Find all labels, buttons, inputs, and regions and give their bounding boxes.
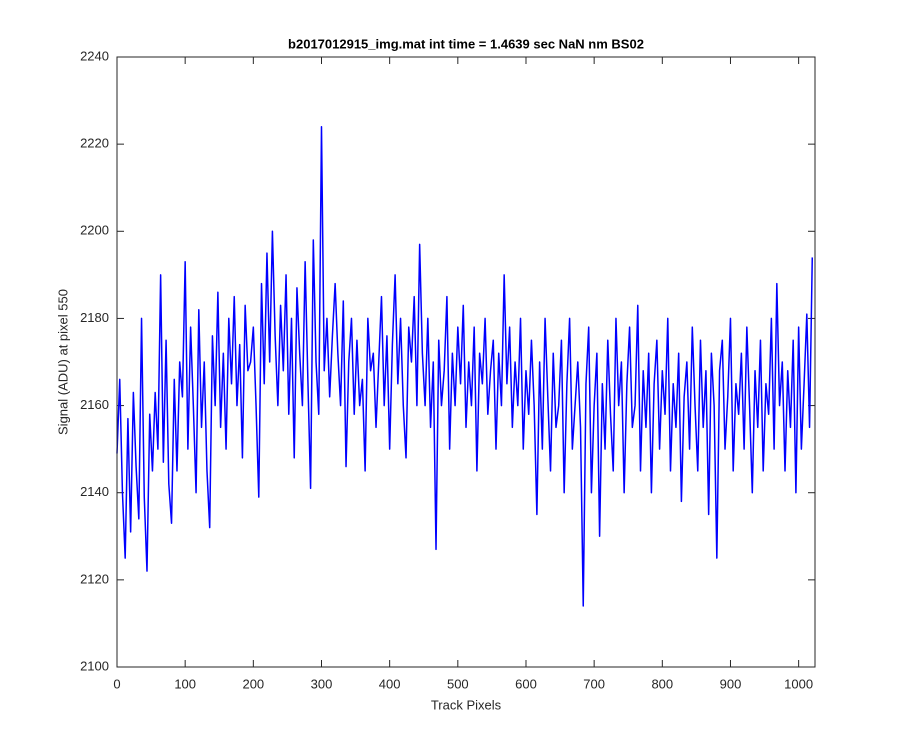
y-tick-label: 2160 bbox=[80, 397, 109, 412]
x-tick-label: 400 bbox=[379, 676, 401, 691]
y-tick-label: 2100 bbox=[80, 658, 109, 673]
x-tick-label: 200 bbox=[242, 676, 264, 691]
y-tick-label: 2120 bbox=[80, 571, 109, 586]
y-tick-label: 2240 bbox=[80, 48, 109, 63]
axes-box bbox=[116, 56, 816, 668]
x-tick-label: 0 bbox=[113, 676, 120, 691]
x-tick-label: 300 bbox=[311, 676, 333, 691]
x-tick-label: 1000 bbox=[784, 676, 813, 691]
y-tick-label: 2220 bbox=[80, 136, 109, 151]
x-tick-label: 500 bbox=[447, 676, 469, 691]
x-tick-label: 700 bbox=[583, 676, 605, 691]
x-axis-label: Track Pixels bbox=[431, 697, 502, 712]
x-tick-label: 100 bbox=[174, 676, 196, 691]
x-tick-label: 900 bbox=[720, 676, 742, 691]
y-tick-label: 2200 bbox=[80, 223, 109, 238]
y-axis-label: Signal (ADU) at pixel 550 bbox=[55, 289, 70, 435]
x-tick-label: 800 bbox=[651, 676, 673, 691]
data-line bbox=[116, 125, 814, 607]
y-tick-label: 2180 bbox=[80, 310, 109, 325]
x-tick-label: 600 bbox=[515, 676, 537, 691]
chart-title: b2017012915_img.mat int time = 1.4639 se… bbox=[288, 36, 644, 51]
y-tick-label: 2140 bbox=[80, 484, 109, 499]
